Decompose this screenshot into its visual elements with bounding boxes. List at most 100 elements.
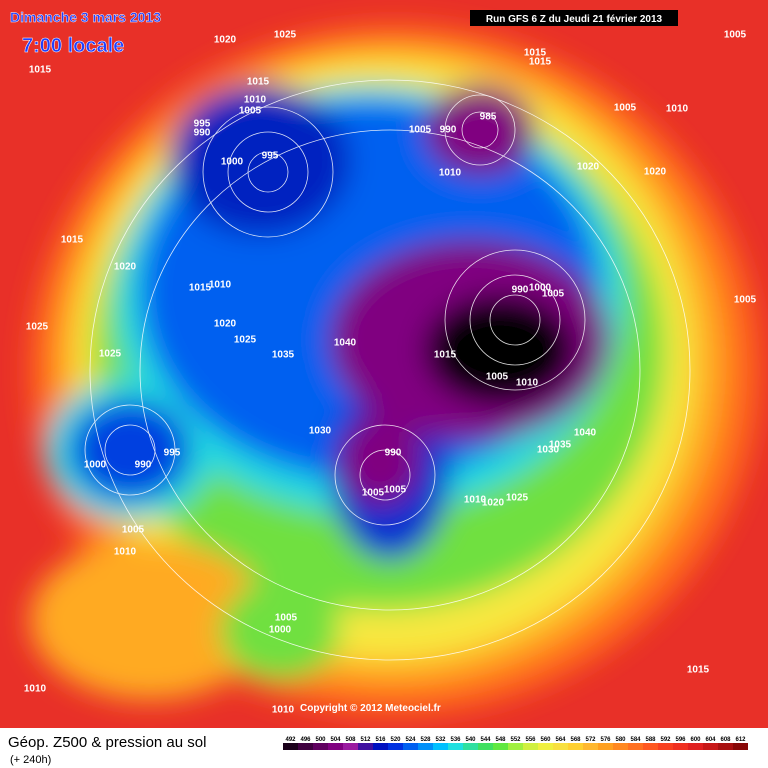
scale-label: 584 [630,737,641,743]
isobar-label: 1000 [529,283,552,294]
isobar-label: 995 [164,448,181,459]
scale-swatch [343,743,358,750]
isobar-label: 1025 [99,349,122,360]
isobar-label: 990 [512,285,529,296]
isobar-label: 1020 [482,498,505,509]
isobar-label: 1000 [221,157,244,168]
isobar-label: 1030 [537,445,560,456]
copyright: Copyright © 2012 Meteociel.fr [300,703,441,714]
isobar-label: 1040 [334,338,357,349]
scale-label: 576 [600,737,611,743]
scale-swatch [643,743,658,750]
scale-label: 560 [540,737,551,743]
isobar-label: 1015 [524,48,547,59]
scale-swatch [448,743,463,750]
isobar-label: 1015 [529,57,552,68]
scale-swatch [703,743,718,750]
footer-title: Géop. Z500 & pression au sol [8,734,206,751]
scale-swatch [478,743,493,750]
scale-label: 504 [330,737,341,743]
isobar-label: 1025 [26,322,49,333]
scale-label: 524 [405,737,416,743]
scale-swatch [673,743,688,750]
isobar-label: 1010 [272,705,295,716]
isobar-label: 1020 [577,162,600,173]
isobar-label: 985 [480,112,497,123]
scale-swatch [403,743,418,750]
isobar-label: 1010 [439,168,462,179]
isobar-label: 1000 [269,625,292,636]
scale-label: 500 [315,737,326,743]
isobar-label: 1005 [724,30,747,41]
isobar-label: 1010 [209,280,232,291]
isobar-label: 1015 [687,665,710,676]
isobar-label: 1020 [644,167,667,178]
isobar-label: 1020 [214,319,237,330]
isobar-label: 1005 [122,525,145,536]
isobar-label: 990 [135,460,152,471]
scale-label: 580 [615,737,626,743]
scale-swatch [493,743,508,750]
scale-label: 520 [390,737,401,743]
isobar-label: 1030 [309,426,332,437]
footer-lead: (+ 240h) [10,754,51,766]
scale-swatch [523,743,538,750]
isobar-label: 1005 [734,295,757,306]
isobar-label: 1005 [542,289,565,300]
isobar-label: 995 [194,119,211,130]
scale-label: 612 [735,737,746,743]
scale-label: 508 [345,737,356,743]
isobar-label: 1005 [239,106,262,117]
time-label: 7:00 locale [22,35,124,57]
scale-swatch [553,743,568,750]
scale-swatch [298,743,313,750]
run-box [470,10,678,26]
scale-label: 516 [375,737,386,743]
isobar-label: 1005 [614,103,637,114]
scale-swatch [688,743,703,750]
scale-swatch [598,743,613,750]
date-title: Dimanche 3 mars 2013 [10,9,161,25]
scale-label: 572 [585,737,596,743]
scale-label: 556 [525,737,536,743]
scale-label: 592 [660,737,671,743]
isobar-label: 1005 [384,485,407,496]
scale-label: 568 [570,737,581,743]
scale-label: 600 [690,737,701,743]
isobar-label: 1035 [549,440,572,451]
isobar-label: 1010 [24,684,47,695]
scale-swatch [538,743,553,750]
isobar-label: 1010 [114,547,137,558]
scale-label: 528 [420,737,431,743]
isobar-label: 1020 [114,262,137,273]
isobar-label: 990 [440,125,457,136]
isobar-label: 1005 [409,125,432,136]
isobar-label: 1015 [189,283,212,294]
scale-swatch [433,743,448,750]
scale-label: 564 [555,737,566,743]
scale-label: 596 [675,737,686,743]
field [0,0,768,728]
scale-label: 496 [300,737,311,743]
isobar-label: 1015 [61,235,84,246]
scale-swatch [733,743,748,750]
scale-label: 492 [285,737,296,743]
color-scale: 492 496 500 504 508 512 516 520 524 528 532 536 540 5… [283,737,748,750]
scale-label: 540 [465,737,476,743]
isobar-label: 1015 [29,65,52,76]
isobar-label: 990 [385,448,402,459]
isobar-label: 1035 [272,350,295,361]
scale-label: 536 [450,737,461,743]
isobar-label: 1040 [574,428,597,439]
scale-swatch [583,743,598,750]
scale-label: 604 [705,737,716,743]
isobar-label: 1005 [362,488,385,499]
scale-swatch [508,743,523,750]
scale-swatch [388,743,403,750]
scale-label: 552 [510,737,521,743]
isobar-label: 1005 [275,613,298,624]
scale-label: 532 [435,737,446,743]
scale-swatch [463,743,478,750]
scale-label: 512 [360,737,371,743]
